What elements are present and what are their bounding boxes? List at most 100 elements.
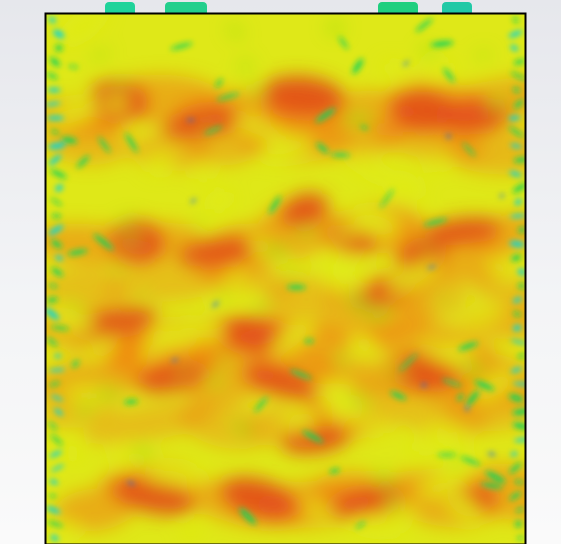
field-blob (518, 226, 525, 234)
field-blob (90, 50, 110, 60)
field-blob (49, 368, 65, 372)
field-blob (415, 18, 433, 32)
field-blob (487, 452, 496, 456)
field-blob (514, 99, 524, 109)
field-blob (48, 154, 62, 166)
field-blob (510, 71, 525, 81)
field-blob (384, 366, 411, 378)
field-blob (280, 192, 329, 228)
field-blob (518, 282, 525, 290)
field-blob (304, 339, 314, 344)
field-blob (399, 353, 418, 372)
field-blob (457, 393, 464, 401)
field-blob (266, 133, 287, 148)
field-blob (460, 456, 481, 466)
field-blob (326, 485, 401, 519)
field-blob (136, 361, 206, 393)
field-blob (51, 325, 69, 331)
field-blob (439, 295, 448, 304)
field-blob (513, 311, 522, 317)
field-blob (53, 29, 65, 39)
field-blob (509, 171, 522, 177)
field-blob (46, 101, 61, 107)
field-blob (61, 136, 78, 144)
field-blob (171, 358, 179, 362)
field-blob (511, 254, 522, 262)
field-blob (47, 520, 63, 528)
field-blob (443, 67, 455, 83)
field-blob (163, 106, 242, 139)
field-blob (386, 496, 400, 509)
field-blob (49, 381, 60, 387)
field-blob (67, 249, 88, 256)
field-blob (170, 42, 193, 50)
field-blob (251, 300, 272, 313)
field-blob (462, 142, 476, 157)
field-blob (50, 434, 63, 446)
field-blob (349, 516, 407, 534)
field-blob (54, 353, 61, 359)
field-blob (444, 127, 525, 175)
field-blob (424, 216, 502, 245)
field-blob (427, 265, 436, 270)
field-blob (512, 182, 525, 194)
field-blob (513, 157, 525, 163)
field-blob (201, 125, 213, 131)
field-blob (510, 451, 518, 457)
field-blob (47, 87, 61, 93)
field-blob (51, 464, 65, 472)
field-blob (471, 271, 525, 309)
field-blob (390, 391, 407, 400)
field-blob (55, 184, 64, 192)
field-blob (517, 353, 525, 359)
field-blob (218, 315, 286, 354)
field-blob (51, 239, 62, 249)
field-blob (46, 72, 58, 80)
field-blob (295, 227, 317, 235)
field-blob (46, 337, 58, 347)
field-blob (512, 297, 522, 303)
field-blob (268, 195, 281, 214)
field-blob (324, 274, 368, 290)
field-blob (352, 335, 377, 359)
field-blob (422, 156, 454, 173)
field-blob (125, 132, 138, 153)
field-blob (348, 295, 372, 314)
field-blob (508, 126, 524, 138)
field-blob (508, 393, 524, 403)
field-blob (499, 194, 505, 198)
field-blob (370, 307, 392, 322)
field-blob (387, 175, 424, 199)
field-blob (447, 492, 481, 522)
field-blob (96, 390, 121, 399)
field-blob (512, 87, 521, 93)
field-blob (381, 61, 413, 79)
field-blob (49, 283, 58, 289)
field-blob (508, 115, 521, 121)
field-blob (514, 479, 524, 485)
field-blob (215, 78, 223, 88)
field-blob (373, 471, 395, 486)
field-blob (119, 236, 144, 243)
field-blob (264, 244, 289, 256)
field-blob (245, 83, 267, 100)
field-blob (421, 244, 436, 250)
field-blob (421, 383, 427, 387)
field-blob (287, 284, 306, 290)
field-blob (331, 401, 351, 420)
field-plate (46, 14, 525, 544)
field-blob (419, 47, 439, 56)
field-blob (107, 266, 128, 272)
field-blob (514, 198, 522, 206)
field-blob (487, 258, 518, 278)
field-blob (118, 216, 135, 228)
field-blob (508, 30, 523, 38)
field-blob (347, 394, 372, 407)
field-blob (76, 155, 90, 169)
field-blob (140, 331, 177, 362)
field-blob (461, 363, 485, 376)
field-blob (338, 36, 349, 50)
field-blob (111, 476, 195, 516)
